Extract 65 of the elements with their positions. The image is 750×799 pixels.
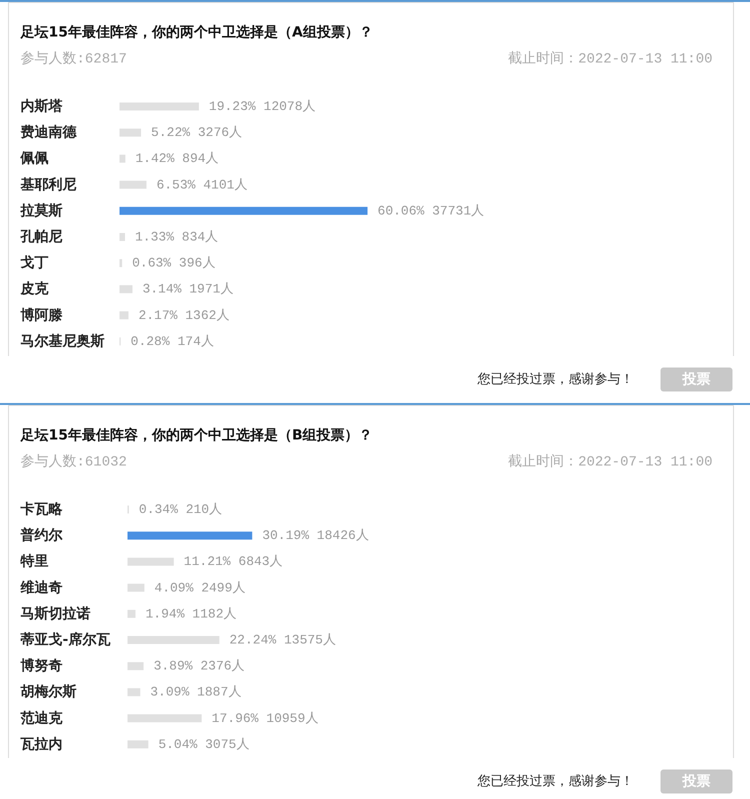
bar (120, 154, 126, 163)
y-tick-label: 马斯切拉诺 (20, 606, 90, 622)
data-label: 1.94% 1182人 (146, 606, 237, 622)
y-tick-label: 费迪南德 (20, 124, 78, 141)
bar (120, 285, 132, 294)
bar (128, 636, 220, 644)
y-tick-label: 博努奇 (20, 658, 62, 674)
data-label: 60.06% 37731人 (378, 203, 484, 218)
bar (120, 128, 142, 137)
bar (128, 532, 252, 540)
data-label: 6.53% 4101人 (156, 177, 248, 192)
data-label: 1.42% 894人 (135, 151, 219, 166)
bar (128, 610, 136, 618)
y-tick-label: 基耶利尼 (20, 176, 76, 193)
y-tick-label: 皮克 (20, 281, 50, 298)
bar (120, 206, 368, 215)
data-label: 3.14% 1971人 (142, 282, 234, 297)
y-tick-label: 特里 (20, 554, 48, 570)
data-label: 2.17% 1362人 (138, 308, 230, 323)
y-tick-label: 卡瓦略 (20, 502, 64, 518)
y-tick-label: 马尔基尼奥斯 (20, 333, 104, 350)
y-tick-label: 孔帕尼 (20, 229, 62, 245)
text: 截止时间：2022-07-13 11:00 (508, 454, 712, 470)
bar (120, 311, 128, 320)
data-label: 0.63% 396人 (132, 256, 216, 271)
bar (120, 180, 146, 189)
data-label: 5.04% 3075人 (158, 736, 250, 752)
chart-title: 足坛15年最佳阵容，你的两个中卫选择是（A组投票）？ (20, 24, 373, 40)
text: 参与人数:61032 (20, 454, 127, 470)
y-tick-label: 瓦拉内 (20, 736, 62, 752)
text: 您已经投过票，感谢参与！ (476, 372, 634, 387)
y-tick-label: 胡梅尔斯 (20, 684, 76, 700)
bar (128, 740, 148, 748)
data-label: 0.34% 210人 (138, 502, 222, 517)
bar (120, 233, 125, 241)
text: 您已经投过票，感谢参与！ (476, 774, 634, 789)
bar (128, 714, 202, 722)
data-label: 1.33% 834人 (134, 230, 218, 244)
bar (128, 688, 140, 696)
data-label: 19.23% 12078人 (208, 99, 316, 114)
y-tick-label: 拉莫斯 (20, 202, 62, 219)
text: 参与人数:62817 (20, 50, 127, 68)
data-label: 17.96% 10959人 (212, 710, 318, 726)
chart-title: 足坛15年最佳阵容，你的两个中卫选择是（B组投票）？ (20, 426, 373, 444)
y-tick-label: 范迪克 (20, 710, 64, 726)
data-label: 30.19% 18426人 (262, 528, 369, 544)
y-tick-label: 普约尔 (20, 526, 64, 544)
data-label: 11.21% 6843人 (184, 554, 283, 570)
y-tick-label: 维迪奇 (20, 578, 62, 596)
data-label: 22.24% 13575人 (229, 632, 336, 648)
data-label: 3.89% 2376人 (154, 658, 245, 674)
data-label: 0.28% 174人 (130, 334, 214, 349)
data-label: 4.09% 2499人 (154, 580, 246, 596)
data-label: 3.09% 1887人 (150, 684, 242, 700)
bar (128, 662, 144, 670)
bar (128, 584, 144, 592)
data-label: 5.22% 3276人 (151, 125, 242, 140)
bar (120, 102, 199, 110)
y-tick-label: 博阿滕 (20, 307, 64, 324)
text: 截止时间：2022-07-13 11:00 (508, 50, 712, 68)
y-tick-label: 佩佩 (20, 150, 48, 167)
bar (128, 558, 174, 566)
y-tick-label: 内斯塔 (20, 98, 64, 114)
y-tick-label: 戈丁 (20, 255, 48, 272)
y-tick-label: 蒂亚戈-席尔瓦 (20, 631, 110, 648)
